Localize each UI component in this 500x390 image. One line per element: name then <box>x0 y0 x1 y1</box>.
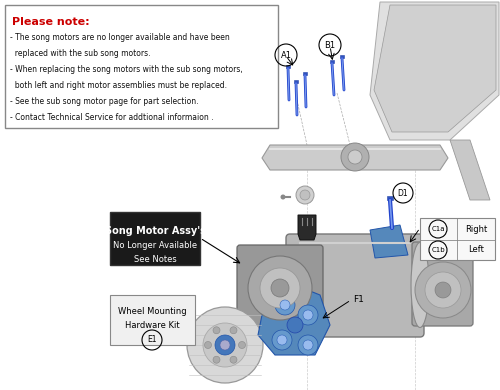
Text: - See the sub song motor page for part selection.: - See the sub song motor page for part s… <box>10 97 198 106</box>
Text: Please note:: Please note: <box>12 17 90 27</box>
Text: A1: A1 <box>280 50 291 60</box>
Circle shape <box>296 186 314 204</box>
Text: E1: E1 <box>147 335 157 344</box>
Ellipse shape <box>411 243 429 328</box>
FancyBboxPatch shape <box>412 242 473 326</box>
Circle shape <box>300 190 310 200</box>
Text: F1: F1 <box>353 296 364 305</box>
Circle shape <box>415 262 471 318</box>
Circle shape <box>238 342 246 349</box>
Text: replaced with the sub song motors.: replaced with the sub song motors. <box>10 49 150 58</box>
Circle shape <box>449 243 457 251</box>
FancyBboxPatch shape <box>286 65 290 68</box>
Circle shape <box>298 305 318 325</box>
Circle shape <box>204 342 212 349</box>
Circle shape <box>298 335 318 355</box>
FancyBboxPatch shape <box>294 80 298 83</box>
Circle shape <box>277 335 287 345</box>
Circle shape <box>220 340 230 350</box>
Circle shape <box>348 150 362 164</box>
Text: B1: B1 <box>324 41 336 50</box>
FancyBboxPatch shape <box>303 72 307 75</box>
Text: - The song motors are no longer available and have been: - The song motors are no longer availabl… <box>10 33 230 42</box>
Circle shape <box>303 310 313 320</box>
Circle shape <box>203 323 247 367</box>
Circle shape <box>280 300 290 310</box>
Text: - When replacing the song motors with the sub song motors,: - When replacing the song motors with th… <box>10 65 243 74</box>
Text: both left and right motor assemblies must be replaced.: both left and right motor assemblies mus… <box>10 81 227 90</box>
Circle shape <box>187 307 263 383</box>
Polygon shape <box>450 140 490 200</box>
Text: No Longer Available: No Longer Available <box>113 241 197 250</box>
Polygon shape <box>298 215 316 240</box>
Circle shape <box>260 268 300 308</box>
Circle shape <box>272 330 292 350</box>
Text: C1a: C1a <box>431 226 445 232</box>
Text: See Notes: See Notes <box>134 255 176 264</box>
FancyBboxPatch shape <box>387 196 393 200</box>
Text: D1: D1 <box>398 188 408 197</box>
FancyBboxPatch shape <box>5 5 278 128</box>
Text: Right: Right <box>465 225 487 234</box>
Circle shape <box>425 272 461 308</box>
Text: Hardware Kit: Hardware Kit <box>124 321 180 330</box>
Circle shape <box>230 356 237 363</box>
Circle shape <box>213 356 220 363</box>
Polygon shape <box>258 285 330 355</box>
Circle shape <box>423 243 431 251</box>
Text: Wheel Mounting: Wheel Mounting <box>118 307 186 316</box>
FancyBboxPatch shape <box>237 245 323 331</box>
FancyBboxPatch shape <box>110 212 200 265</box>
Polygon shape <box>262 145 448 170</box>
Circle shape <box>215 335 235 355</box>
Text: C1b: C1b <box>431 247 445 253</box>
FancyBboxPatch shape <box>330 60 334 63</box>
FancyBboxPatch shape <box>110 295 195 345</box>
FancyBboxPatch shape <box>420 218 495 260</box>
Polygon shape <box>374 5 496 132</box>
FancyBboxPatch shape <box>340 55 344 58</box>
Circle shape <box>213 327 220 334</box>
Text: Song Motor Assy's: Song Motor Assy's <box>104 226 206 236</box>
Circle shape <box>248 256 312 320</box>
Circle shape <box>275 295 295 315</box>
Circle shape <box>287 317 303 333</box>
Text: Left: Left <box>468 245 484 255</box>
Circle shape <box>230 327 237 334</box>
Polygon shape <box>370 2 499 140</box>
Circle shape <box>271 279 289 297</box>
Polygon shape <box>370 225 408 258</box>
Circle shape <box>341 143 369 171</box>
Circle shape <box>435 282 451 298</box>
Text: - Contact Technical Service for addtional informaion .: - Contact Technical Service for addtiona… <box>10 113 214 122</box>
FancyBboxPatch shape <box>286 234 424 337</box>
Circle shape <box>303 340 313 350</box>
Circle shape <box>280 195 285 200</box>
